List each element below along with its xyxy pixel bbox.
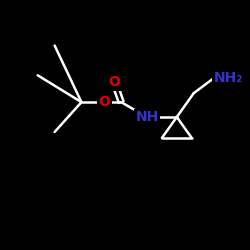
Text: NH₂: NH₂	[214, 71, 243, 85]
Text: O: O	[98, 95, 110, 109]
Text: NH: NH	[136, 110, 159, 124]
Text: O: O	[108, 75, 120, 89]
